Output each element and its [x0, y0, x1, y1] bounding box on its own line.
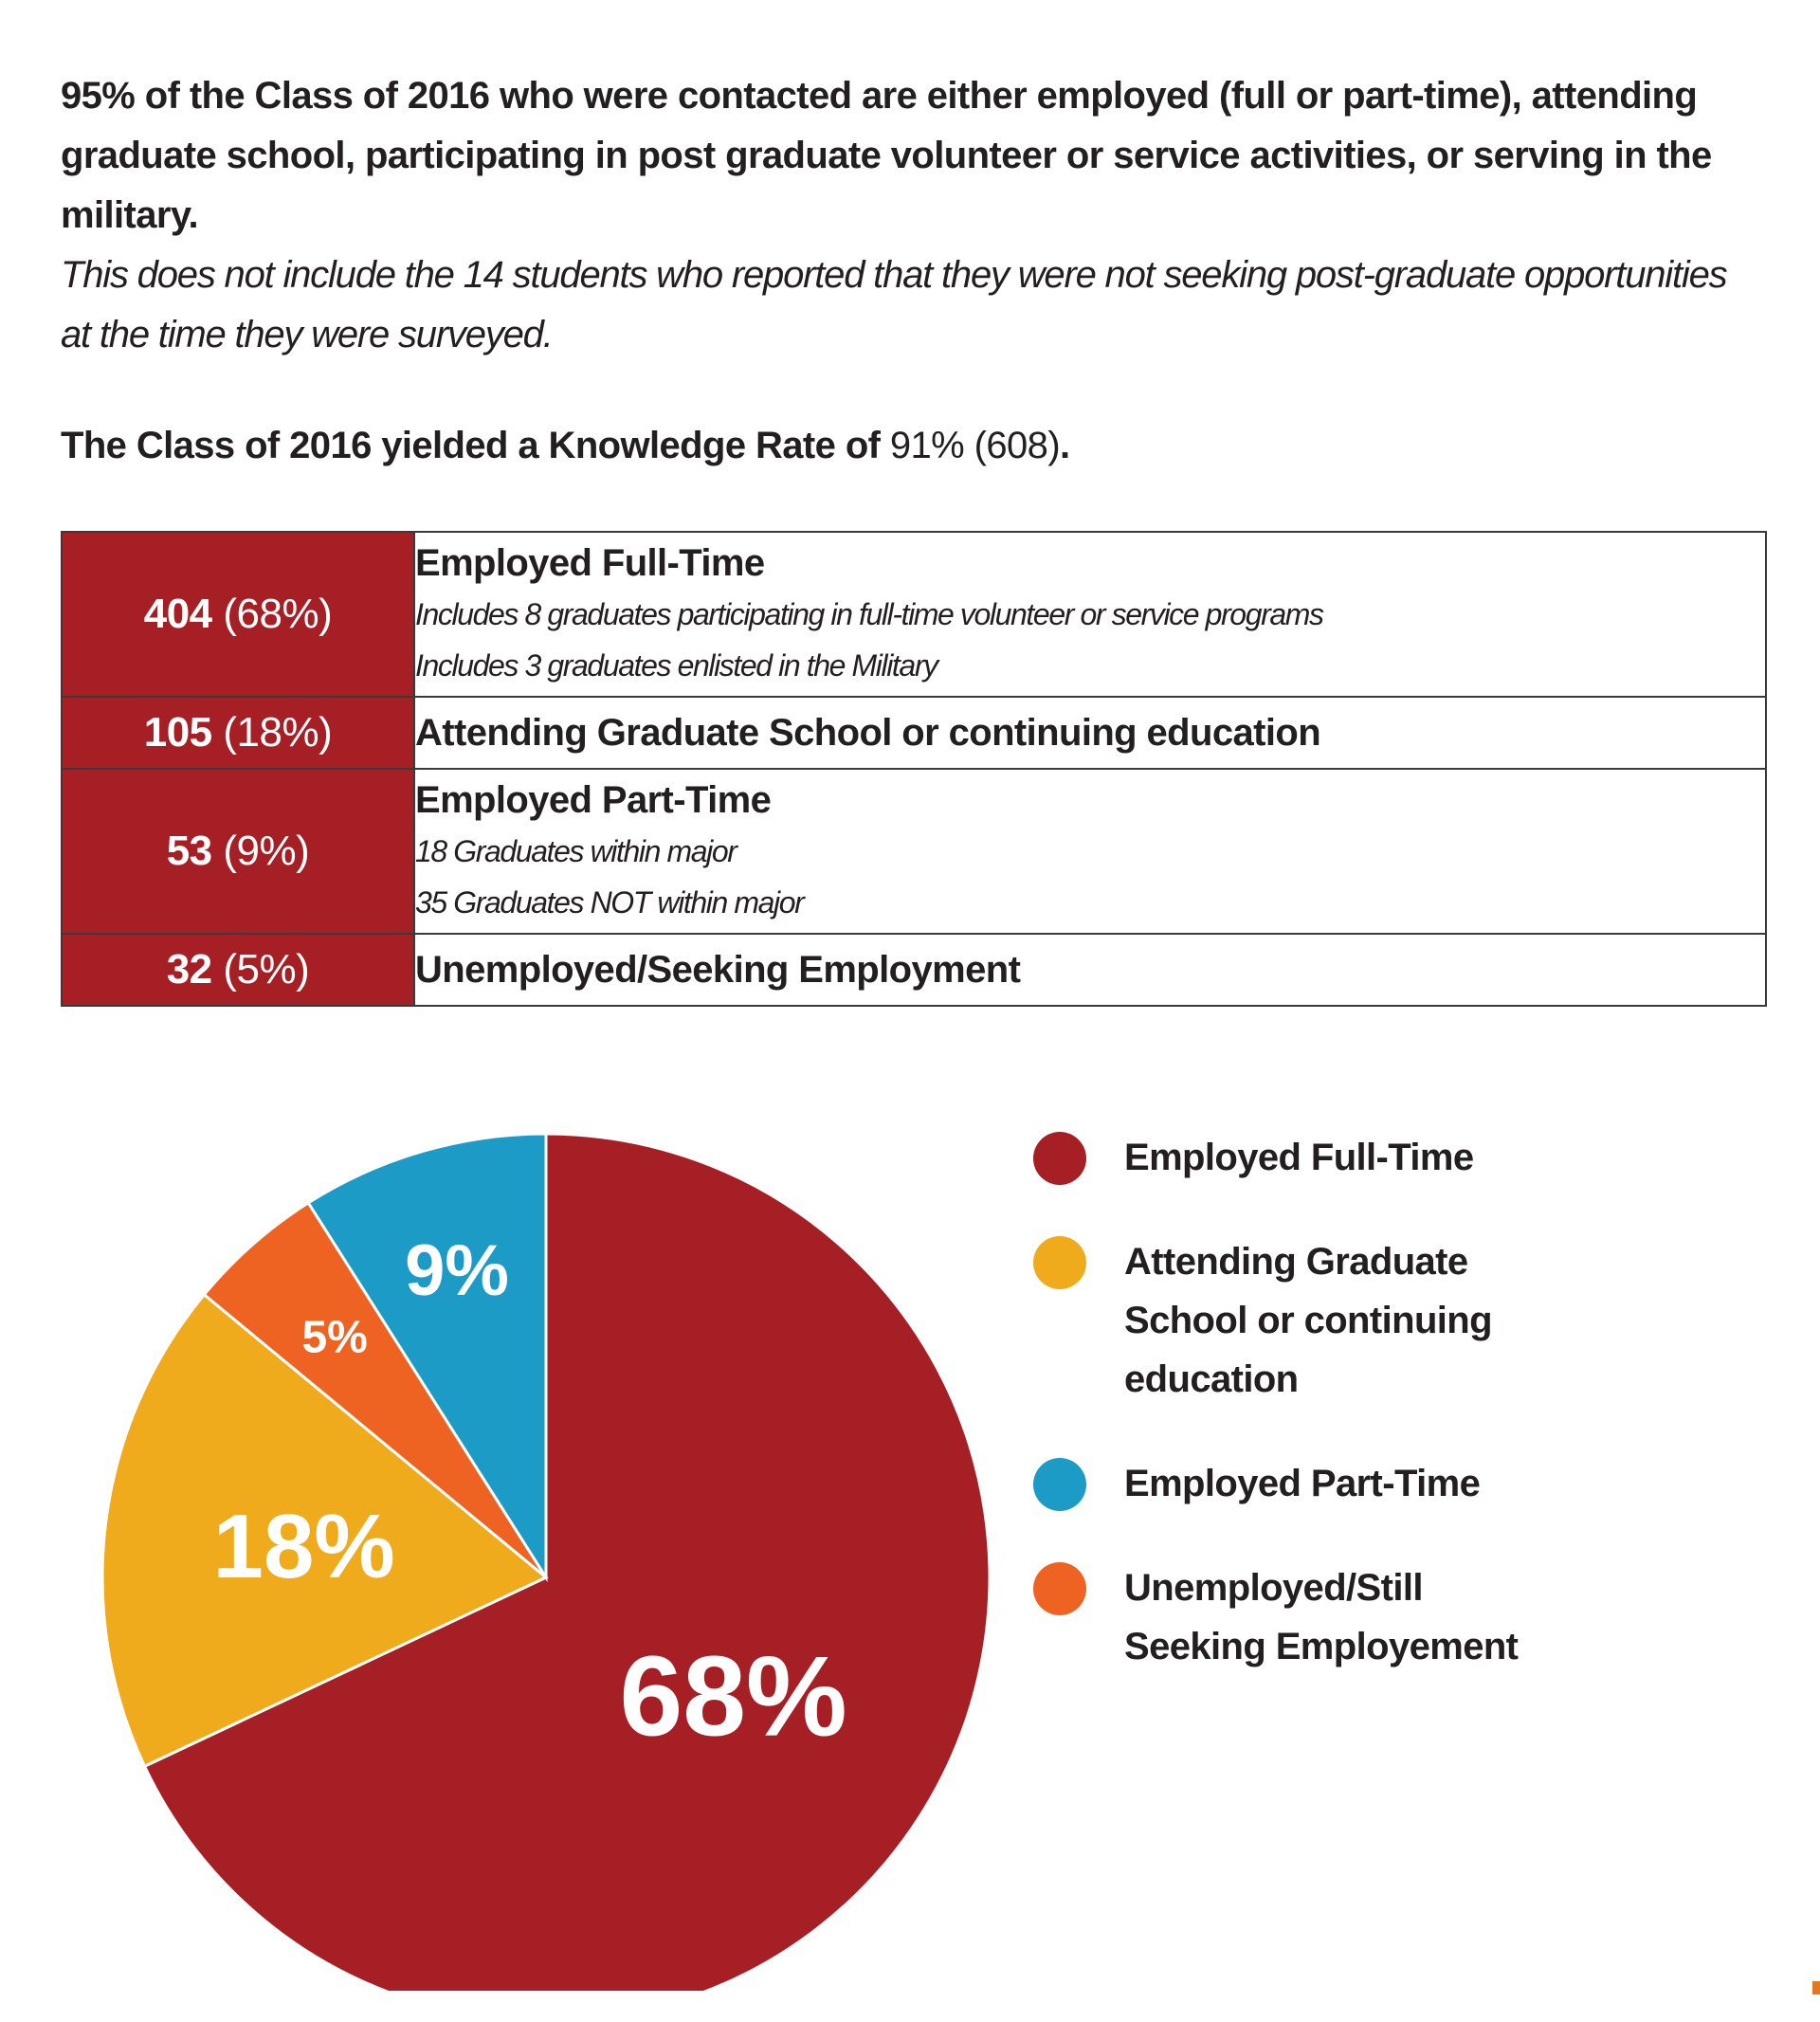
- legend-label: education: [1124, 1358, 1299, 1400]
- count-value: 32: [166, 946, 212, 993]
- count-value: 53: [166, 828, 212, 874]
- legend-swatch: [1033, 1562, 1086, 1615]
- outcomes-table: 404 (68%) Employed Full-Time Includes 8 …: [61, 531, 1767, 1007]
- legend-item: Attending Graduate School or continuing …: [1033, 1232, 1564, 1409]
- count-percent: (9%): [223, 828, 310, 874]
- pie-slice-label: 18%: [213, 1496, 395, 1597]
- legend-item: Employed Full-Time: [1033, 1128, 1564, 1187]
- table-row: 404 (68%) Employed Full-Time Includes 8 …: [61, 531, 1767, 698]
- description-cell: Employed Part-Time 18 Graduates within m…: [413, 768, 1767, 935]
- intro-headline: 95% of the Class of 2016 who were contac…: [61, 75, 1712, 236]
- count-percent: (18%): [223, 709, 333, 756]
- legend-swatch: [1033, 1458, 1086, 1511]
- pie-slice: [142, 1132, 992, 1991]
- chart-legend: Employed Full-Time Attending Graduate Sc…: [1033, 1128, 1564, 1721]
- description-cell: Attending Graduate School or continuing …: [413, 696, 1767, 770]
- outcome-title: Attending Graduate School or continuing …: [415, 712, 1321, 754]
- outcome-detail: Includes 3 graduates enlisted in the Mil…: [415, 648, 938, 683]
- legend-label: School or continuing: [1124, 1300, 1493, 1341]
- outcome-title: Unemployed/Seeking Employment: [415, 949, 1021, 991]
- pie-slice: [100, 1292, 549, 1769]
- legend-item: Unemployed/Still Seeking Employement: [1033, 1558, 1564, 1676]
- page-edge-mark: [1812, 1981, 1820, 1995]
- pie-chart: 68% 18% 5% 9%: [100, 1132, 992, 1991]
- intro-text: 95% of the Class of 2016 who were contac…: [61, 66, 1729, 365]
- pie-slice-label: 5%: [301, 1313, 367, 1363]
- knowledge-suffix: .: [1060, 425, 1070, 466]
- count-cell: 105 (18%): [61, 696, 415, 770]
- legend-swatch: [1033, 1132, 1086, 1185]
- knowledge-prefix: The Class of 2016 yielded a Knowledge Ra…: [61, 425, 890, 466]
- legend-item: Employed Part-Time: [1033, 1454, 1564, 1513]
- legend-label: Unemployed/Still: [1124, 1567, 1424, 1609]
- count-percent: (68%): [223, 591, 333, 637]
- description-cell: Unemployed/Seeking Employment: [413, 933, 1767, 1007]
- count-cell: 404 (68%): [61, 531, 415, 698]
- legend-label: Seeking Employement: [1124, 1626, 1519, 1667]
- legend-label: Employed Full-Time: [1124, 1137, 1474, 1178]
- table-row: 32 (5%) Unemployed/Seeking Employment: [61, 933, 1767, 1007]
- knowledge-rate-statement: The Class of 2016 yielded a Knowledge Ra…: [61, 425, 1070, 467]
- pie-slice-label: 9%: [405, 1230, 509, 1311]
- table-row: 53 (9%) Employed Part-Time 18 Graduates …: [61, 768, 1767, 935]
- outcome-detail: 18 Graduates within major: [415, 834, 737, 868]
- intro-note: This does not include the 14 students wh…: [61, 254, 1728, 355]
- legend-label: Employed Part-Time: [1124, 1463, 1481, 1504]
- pie-slice-label: 68%: [619, 1632, 846, 1759]
- legend-label: Attending Graduate: [1124, 1241, 1468, 1283]
- count-value: 404: [143, 591, 212, 637]
- count-cell: 53 (9%): [61, 768, 415, 935]
- count-percent: (5%): [223, 946, 310, 993]
- knowledge-rate-value: 91% (608): [889, 425, 1061, 466]
- pie-slice: [202, 1200, 548, 1579]
- count-cell: 32 (5%): [61, 933, 415, 1007]
- outcome-title: Employed Full-Time: [415, 542, 765, 584]
- pie-slice: [306, 1132, 548, 1583]
- description-cell: Employed Full-Time Includes 8 graduates …: [413, 531, 1767, 698]
- table-row: 105 (18%) Attending Graduate School or c…: [61, 696, 1767, 770]
- outcome-detail: 35 Graduates NOT within major: [415, 885, 805, 920]
- outcome-title: Employed Part-Time: [415, 779, 772, 821]
- legend-swatch: [1033, 1236, 1086, 1289]
- count-value: 105: [143, 709, 212, 756]
- outcome-detail: Includes 8 graduates participating in fu…: [415, 597, 1324, 631]
